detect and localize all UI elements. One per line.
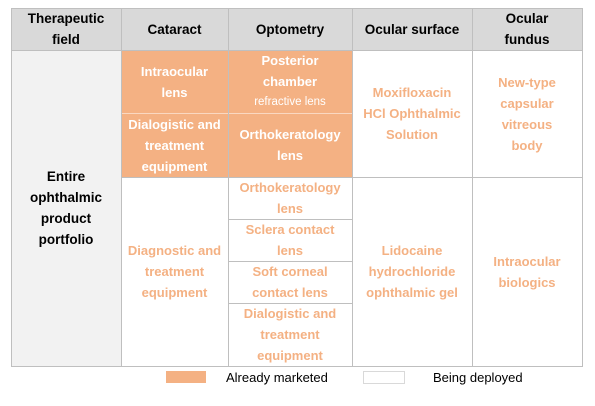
grid-line xyxy=(11,8,12,367)
grid-line xyxy=(121,8,122,367)
grid-line xyxy=(228,219,352,220)
legend-marketed-swatch xyxy=(166,371,206,383)
grid-line xyxy=(228,261,352,262)
cataract-deploying-text: Diagnostic and treatment equipment xyxy=(127,243,222,300)
legend-deploying-label: Being deployed xyxy=(433,370,523,385)
header-optometry: Optometry xyxy=(228,8,352,50)
grid-line xyxy=(11,366,582,367)
row-label-text: Entire ophthalmic product portfolio xyxy=(29,169,102,247)
optometry-deploying-3: Soft corneal contact lens xyxy=(228,261,352,303)
header-ocular-surface: Ocular surface xyxy=(352,8,472,50)
grid-line xyxy=(472,8,473,367)
header-cataract: Cataract xyxy=(121,8,228,50)
optometry-deploying-2-text: Sclera contact lens xyxy=(245,222,335,258)
row-label-portfolio: Entire ophthalmic product portfolio xyxy=(11,50,121,366)
ocular-fundus-top-text: New-type capsular vitreous body xyxy=(498,74,556,153)
legend-deploying-swatch xyxy=(363,371,405,384)
ocular-surface-top-text: Moxifloxacin HCl Ophthalmic Solution xyxy=(363,85,461,142)
legend-marketed-label: Already marketed xyxy=(226,370,328,385)
grid-line xyxy=(121,177,582,178)
optometry-marketed-1: Posterior chamber refractive lens xyxy=(228,50,352,113)
optometry-deploying-4-text: Dialogistic and treatment equipment xyxy=(243,306,337,363)
grid-line xyxy=(11,8,582,9)
grid-line xyxy=(11,50,582,51)
header-therapeutic-field-label: Therapeutic field xyxy=(27,11,105,47)
optometry-deploying-1: Orthokeratology lens xyxy=(228,177,352,219)
optometry-deploying-3-text: Soft corneal contact lens xyxy=(252,264,328,300)
ocular-fundus-deploying: Intraocular biologics xyxy=(472,177,582,366)
ocular-fundus-deploying-text: Intraocular biologics xyxy=(493,253,561,290)
cataract-marketed-2: Dialogistic and treatment equipment xyxy=(121,113,228,177)
header-ocular-fundus-label: Ocular fundus xyxy=(504,11,550,47)
cataract-marketed-2-text: Dialogistic and treatment equipment xyxy=(128,116,221,174)
grid-line xyxy=(228,8,229,367)
ocular-surface-deploying-text: Lidocaine hydrochloride ophthalmic gel xyxy=(366,243,458,300)
optometry-marketed-1-line2: refractive lens xyxy=(254,96,326,108)
cataract-marketed-1: Intraocular lens xyxy=(121,50,228,113)
header-ocular-surface-label: Ocular surface xyxy=(364,21,460,37)
grid-line xyxy=(228,303,352,304)
header-therapeutic-field: Therapeutic field xyxy=(11,8,121,50)
header-ocular-fundus: Ocular fundus xyxy=(472,8,582,50)
optometry-marketed-2: Orthokeratology lens xyxy=(228,113,352,177)
optometry-marketed-2-text: Orthokeratology lens xyxy=(239,127,341,163)
ocular-surface-top: Moxifloxacin HCl Ophthalmic Solution xyxy=(352,50,472,177)
ocular-surface-deploying: Lidocaine hydrochloride ophthalmic gel xyxy=(352,177,472,366)
cataract-deploying: Diagnostic and treatment equipment xyxy=(121,177,228,366)
grid-line xyxy=(121,113,352,114)
optometry-marketed-1-line1: Posterior chamber xyxy=(261,53,319,89)
optometry-deploying-4: Dialogistic and treatment equipment xyxy=(228,303,352,366)
cataract-marketed-1-text: Intraocular lens xyxy=(140,63,209,100)
optometry-deploying-1-text: Orthokeratology lens xyxy=(239,180,341,216)
header-cataract-label: Cataract xyxy=(147,21,202,37)
optometry-deploying-2: Sclera contact lens xyxy=(228,219,352,261)
ocular-fundus-top: New-type capsular vitreous body xyxy=(472,50,582,177)
grid-line xyxy=(582,8,583,367)
header-optometry-label: Optometry xyxy=(255,21,325,37)
grid-line xyxy=(352,8,353,367)
